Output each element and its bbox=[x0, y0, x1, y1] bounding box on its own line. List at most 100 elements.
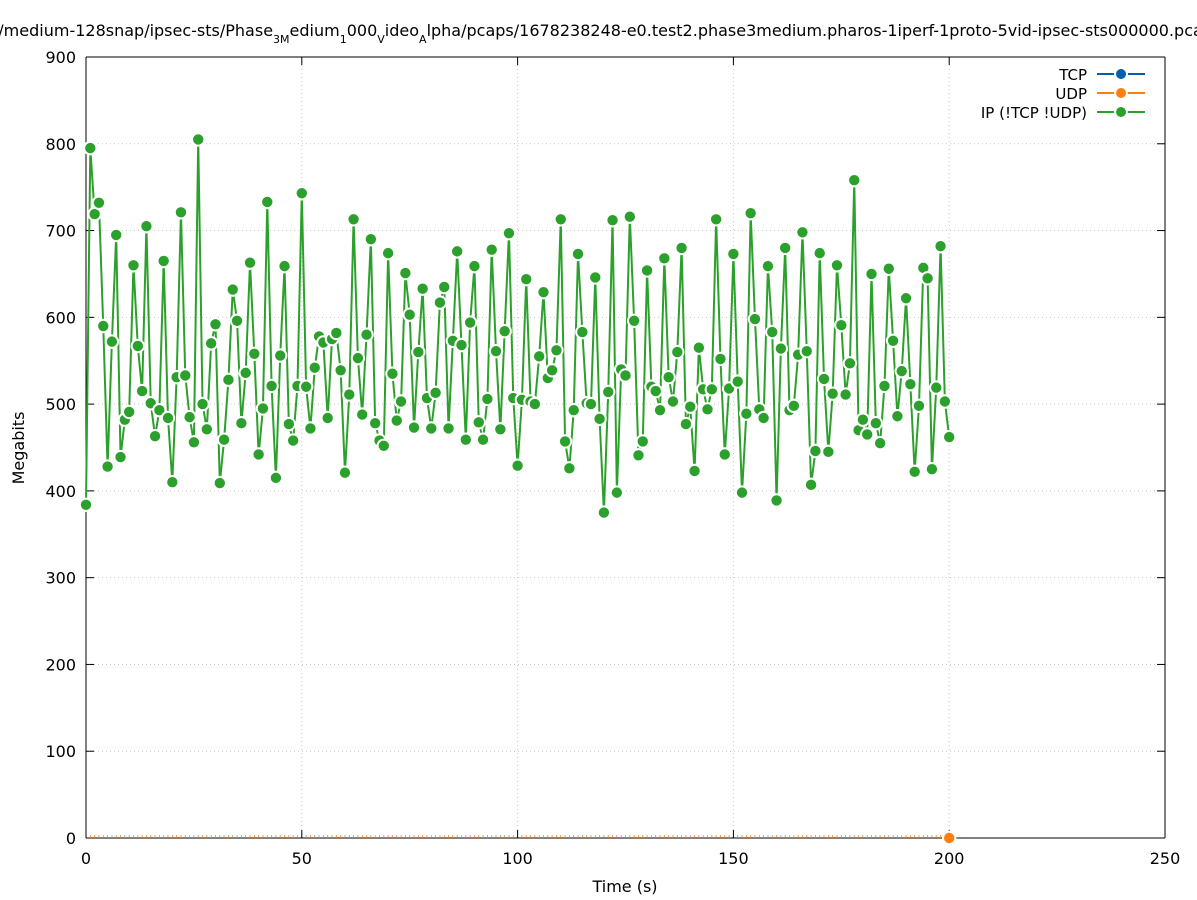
x-tick-label: 0 bbox=[81, 849, 91, 868]
data-point bbox=[415, 281, 430, 296]
data-point bbox=[363, 232, 379, 247]
data-point bbox=[726, 246, 741, 262]
data-point bbox=[575, 324, 590, 340]
data-point bbox=[549, 343, 564, 358]
data-point bbox=[121, 404, 137, 420]
y-tick-label: 200 bbox=[45, 655, 76, 674]
legend-label: TCP bbox=[1058, 66, 1087, 84]
y-tick-label: 100 bbox=[45, 742, 76, 761]
data-point bbox=[786, 398, 802, 414]
data-point bbox=[428, 385, 443, 401]
data-point bbox=[203, 336, 219, 351]
data-point bbox=[398, 265, 413, 281]
data-point bbox=[493, 422, 508, 437]
data-point bbox=[229, 313, 245, 329]
data-point bbox=[605, 212, 620, 228]
x-axis-label: Time (s) bbox=[591, 877, 657, 896]
data-point bbox=[894, 363, 909, 379]
data-point bbox=[881, 261, 896, 276]
data-point bbox=[178, 368, 193, 383]
data-point bbox=[562, 461, 577, 476]
data-point bbox=[704, 382, 720, 397]
y-tick-label: 500 bbox=[45, 395, 76, 414]
data-point bbox=[773, 341, 789, 356]
data-point bbox=[152, 402, 167, 418]
title-part: 000 bbox=[347, 21, 378, 40]
data-point bbox=[342, 387, 357, 402]
data-point bbox=[743, 206, 758, 221]
title-part: ideo bbox=[385, 21, 419, 40]
data-point bbox=[134, 383, 150, 399]
data-point bbox=[367, 416, 383, 431]
data-point bbox=[437, 279, 452, 295]
legend-marker bbox=[1114, 86, 1128, 100]
data-point bbox=[700, 402, 715, 417]
y-tick-label: 0 bbox=[66, 829, 76, 848]
data-point bbox=[471, 415, 486, 430]
data-point bbox=[799, 343, 814, 359]
data-point bbox=[449, 244, 465, 259]
data-point bbox=[795, 225, 810, 240]
series-layer bbox=[78, 132, 957, 846]
data-point bbox=[156, 253, 171, 269]
data-point bbox=[872, 435, 888, 451]
x-tick-label: 200 bbox=[934, 849, 965, 868]
x-tick-label: 50 bbox=[292, 849, 312, 868]
data-point bbox=[260, 194, 275, 210]
data-point bbox=[877, 378, 892, 394]
data-point bbox=[929, 380, 944, 395]
data-point bbox=[769, 493, 784, 508]
data-point bbox=[842, 356, 858, 371]
data-point bbox=[104, 334, 120, 349]
data-point bbox=[601, 384, 616, 400]
data-point bbox=[519, 271, 534, 287]
data-point bbox=[402, 307, 417, 322]
data-point bbox=[596, 505, 612, 520]
data-point bbox=[411, 344, 426, 360]
data-point bbox=[389, 413, 404, 428]
data-point bbox=[635, 434, 650, 449]
data-point bbox=[903, 376, 918, 392]
title-subscript: 1 bbox=[340, 33, 347, 46]
y-axis-label: Megabits bbox=[9, 412, 28, 485]
x-tick-label: 150 bbox=[718, 849, 749, 868]
title-part: lpha/pcaps/1678238248-e0.test2.phase3med… bbox=[427, 21, 1197, 40]
chart-title: .../medium-128snap/ipsec-sts/Phase3Mediu… bbox=[0, 21, 1197, 46]
data-point bbox=[942, 429, 957, 445]
data-point bbox=[626, 313, 642, 329]
series-2 bbox=[78, 132, 957, 520]
data-point bbox=[808, 443, 823, 459]
data-point bbox=[285, 433, 301, 448]
title-part: edium bbox=[290, 21, 340, 40]
data-point bbox=[393, 394, 409, 409]
data-point bbox=[501, 225, 517, 241]
data-point bbox=[454, 337, 469, 353]
data-point bbox=[497, 324, 512, 339]
data-point bbox=[216, 432, 232, 447]
data-point bbox=[665, 394, 681, 409]
data-point bbox=[536, 284, 551, 300]
data-point bbox=[531, 349, 547, 364]
data-point bbox=[303, 421, 318, 436]
data-point bbox=[264, 378, 279, 394]
data-point bbox=[329, 325, 344, 341]
data-point bbox=[83, 140, 98, 156]
x-tick-label: 100 bbox=[502, 849, 533, 868]
data-point bbox=[475, 432, 491, 447]
data-point bbox=[337, 465, 353, 480]
data-point bbox=[691, 340, 707, 355]
data-point bbox=[208, 317, 223, 332]
data-point bbox=[829, 258, 845, 273]
data-point bbox=[307, 360, 322, 375]
data-point bbox=[527, 396, 543, 412]
data-point bbox=[333, 363, 348, 378]
data-point bbox=[294, 186, 309, 201]
data-point bbox=[557, 434, 573, 449]
legend-marker bbox=[1114, 105, 1128, 119]
data-point bbox=[147, 429, 163, 444]
data-point bbox=[173, 205, 189, 220]
data-point bbox=[834, 317, 849, 333]
data-point bbox=[864, 266, 879, 282]
data-point bbox=[717, 447, 732, 462]
data-point bbox=[765, 324, 780, 340]
